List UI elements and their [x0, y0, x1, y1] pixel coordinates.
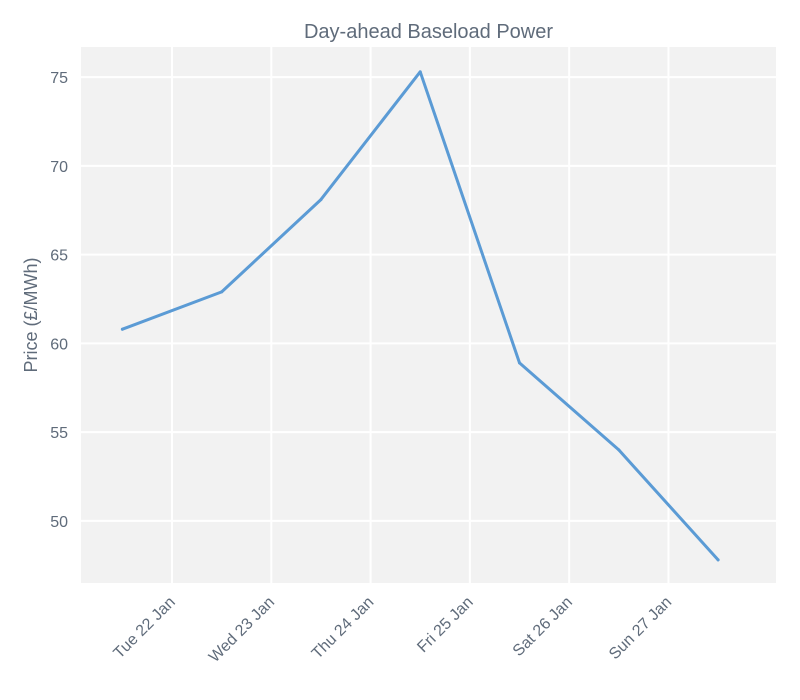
y-tick-label: 70	[50, 159, 68, 176]
chart-title: Day-ahead Baseload Power	[304, 21, 553, 43]
y-axis-label: Price (£/MWh)	[21, 257, 41, 372]
y-tick-label: 55	[50, 425, 68, 442]
x-tick-label: Fri 25 Jan	[414, 594, 476, 656]
x-tick-label: Thu 24 Jan	[309, 594, 378, 663]
data-point	[319, 198, 323, 202]
series-layer	[120, 70, 720, 562]
x-tick-label: Sat 26 Jan	[510, 594, 576, 660]
plot-area	[81, 47, 776, 583]
y-tick-label: 60	[50, 336, 68, 353]
data-point	[120, 327, 124, 331]
y-tick-label: 75	[50, 70, 68, 87]
y-tick-label: 50	[50, 514, 68, 531]
data-point	[716, 558, 720, 562]
x-tick-label: Wed 23 Jan	[206, 594, 278, 666]
x-tick-label: Tue 22 Jan	[111, 594, 179, 662]
data-point	[617, 448, 621, 452]
x-tick-labels: Tue 22 Jan Wed 23 Jan Thu 24 Jan Fri 25 Jan…	[111, 594, 676, 666]
y-tick-labels: 50 55 60 65 70 75	[50, 70, 68, 531]
data-point	[418, 70, 422, 74]
data-point	[518, 361, 522, 365]
data-point	[220, 290, 224, 294]
y-tick-label: 65	[50, 248, 68, 265]
x-tick-label: Sun 27 Jan	[606, 594, 675, 663]
y-gridlines	[81, 76, 776, 522]
